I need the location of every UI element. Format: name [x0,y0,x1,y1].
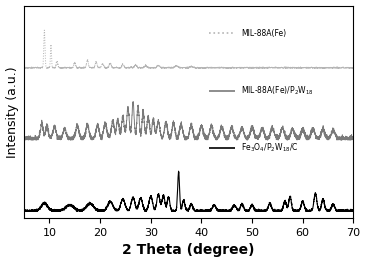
Text: MIL-88A(Fe)/P$_2$W$_{18}$: MIL-88A(Fe)/P$_2$W$_{18}$ [242,84,314,97]
X-axis label: 2 Theta (degree): 2 Theta (degree) [123,244,255,257]
Text: Fe$_3$O$_4$/P$_2$W$_{18}$/C: Fe$_3$O$_4$/P$_2$W$_{18}$/C [242,142,299,154]
Y-axis label: Intensity (a.u.): Intensity (a.u.) [5,66,19,158]
Text: MIL-88A(Fe): MIL-88A(Fe) [242,29,287,38]
